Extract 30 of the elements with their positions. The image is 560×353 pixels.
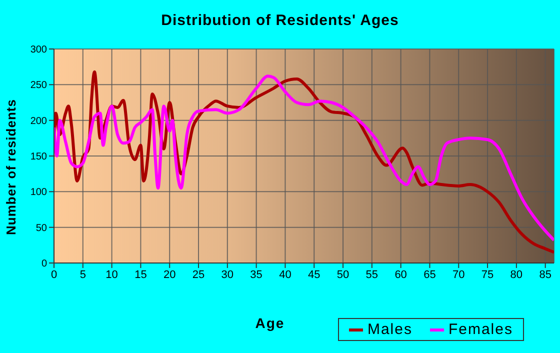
x-tick-label: 55 (366, 268, 378, 281)
x-tick-label: 15 (134, 268, 147, 281)
x-tick-label: 70 (452, 268, 465, 281)
x-tick-label: 40 (279, 268, 292, 281)
y-axis-title: Number of residents (4, 99, 18, 235)
x-axis-title: Age (254, 315, 286, 331)
x-tick-label: 35 (250, 268, 262, 281)
x-tick-label: 20 (163, 268, 176, 281)
x-tick-label: 10 (106, 268, 118, 281)
y-tick-label: 200 (30, 116, 48, 127)
y-tick-label: 100 (30, 187, 48, 198)
x-tick-label: 5 (80, 268, 86, 281)
y-tick-label: 250 (30, 80, 48, 92)
x-tick-label: 75 (481, 268, 494, 281)
x-tick-label: 80 (510, 268, 523, 281)
x-tick-label: 50 (336, 268, 350, 281)
y-tick-label: 300 (30, 44, 48, 56)
legend-label: Males (366, 321, 412, 338)
x-tick-label: 85 (539, 268, 552, 281)
y-tick-label: 50 (36, 222, 48, 234)
y-tick-label: 150 (30, 152, 48, 163)
x-tick-label: 30 (221, 268, 234, 281)
x-tick-label: 60 (394, 268, 407, 281)
x-tick-label: 25 (192, 268, 205, 281)
y-tick-label: 0 (41, 258, 48, 270)
x-tick-label: 45 (308, 268, 320, 281)
chart-title: Distribution of Residents' Ages (160, 12, 400, 29)
x-tick-label: 65 (424, 268, 436, 281)
legend-label: Females (447, 321, 513, 338)
x-tick-label: 0 (50, 268, 58, 281)
